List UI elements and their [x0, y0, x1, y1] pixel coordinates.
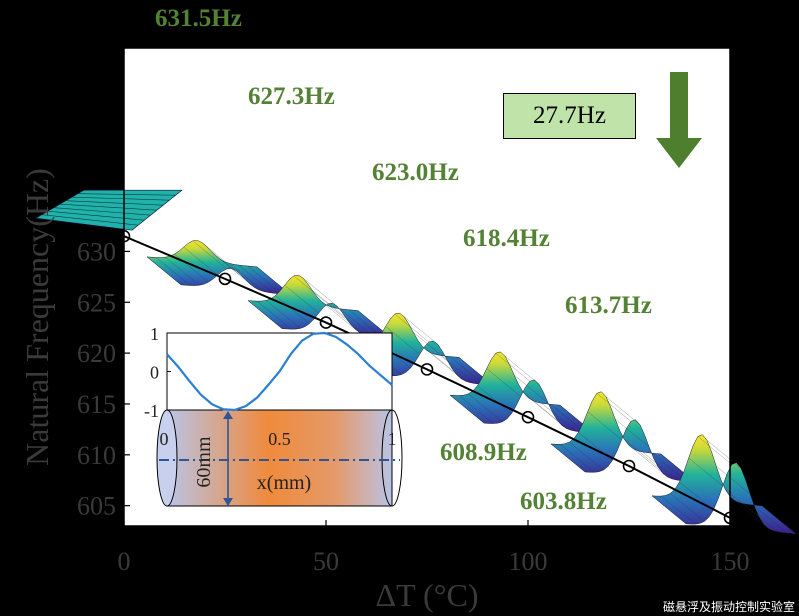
x-tick-label: 0 [118, 547, 131, 576]
diameter-arrow-top-icon [223, 411, 233, 419]
watermark-text: 磁悬浮及振动控制实验室 [662, 600, 795, 614]
point-label: 631.5Hz [155, 5, 242, 32]
data-point [521, 410, 535, 424]
inset-mode-line [166, 331, 393, 412]
mode-shapes [35, 189, 797, 535]
inset-x-tick-label: 0 [160, 429, 169, 449]
y-tick-label: 625 [77, 288, 116, 317]
point-label: 613.7Hz [565, 292, 652, 319]
inset-y-tick-label: 0 [150, 363, 159, 383]
y-tick-label: 630 [77, 237, 116, 266]
axis-coordinate-label: x(mm) [257, 472, 311, 494]
x-axis-label: ΔT (°C) [376, 577, 479, 613]
frequency-line [123, 235, 731, 519]
y-tick-label: 615 [77, 390, 116, 419]
data-point [117, 229, 131, 243]
x-tick-label: 150 [711, 547, 750, 576]
cylinder-end-left [156, 409, 178, 507]
down-arrow-icon [656, 72, 702, 168]
point-label: 608.9Hz [440, 439, 527, 466]
diameter-arrow-bottom-icon [223, 498, 233, 506]
axes-frame [123, 47, 731, 527]
mode-shape-5 [550, 391, 696, 483]
mode-shape-6 [651, 434, 797, 535]
x-tick-label: 100 [509, 547, 548, 576]
frequency-drop-text: 27.7Hz [533, 102, 606, 129]
data-point [723, 511, 737, 525]
inset-x-tick-label: 0.5 [268, 429, 291, 449]
inset-cylinder [166, 409, 393, 507]
data-point [319, 316, 333, 329]
y-axis-label: Natural Frequency(Hz) [19, 168, 55, 466]
cylinder-end-right [381, 409, 403, 507]
mode-shape-0 [35, 189, 183, 231]
point-label: 623.0Hz [372, 159, 459, 186]
diameter-label: 60mm [193, 436, 215, 488]
mode-shape-1 [146, 240, 292, 296]
y-tick-label: 605 [77, 492, 116, 521]
point-label: 618.4Hz [463, 225, 550, 252]
inset-y-tick-label: -1 [144, 401, 159, 421]
data-point [218, 272, 232, 286]
x-tick-label: 50 [313, 547, 339, 576]
data-point [622, 459, 636, 473]
y-tick-label: 610 [77, 441, 116, 470]
point-label: 627.3Hz [248, 83, 335, 110]
frequency-drop-box: 27.7Hz [503, 93, 636, 139]
point-label: 603.8Hz [520, 488, 607, 515]
y-tick-label: 620 [77, 339, 116, 368]
inset-y-tick-label: 1 [150, 324, 159, 344]
data-point [420, 363, 434, 376]
inset-x-tick-label: 1 [388, 429, 397, 449]
